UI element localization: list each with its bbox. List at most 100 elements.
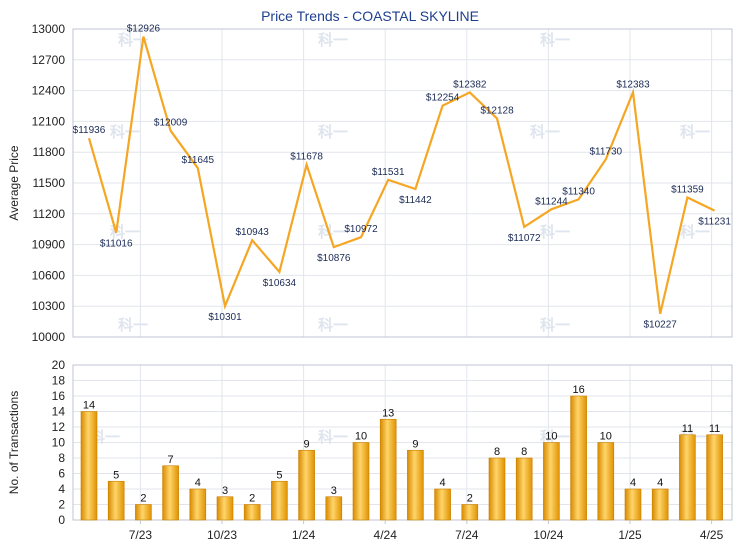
transaction-bar xyxy=(434,488,451,521)
transaction-bar-label: 11 xyxy=(709,423,720,435)
transaction-bar xyxy=(651,488,669,521)
transaction-bar xyxy=(107,480,125,521)
price-data-label: $11244 xyxy=(535,196,568,207)
price-y-tick-label: 11500 xyxy=(33,176,66,190)
transaction-bar-label: 10 xyxy=(545,431,557,443)
transactions-y-tick-label: 16 xyxy=(52,389,66,403)
transactions-plot-frame xyxy=(72,364,733,521)
watermark: 科一 xyxy=(318,316,348,334)
transaction-bar-label: 4 xyxy=(440,477,446,489)
transaction-bar-label: 3 xyxy=(331,485,337,497)
price-data-label: $11645 xyxy=(181,155,214,166)
watermark: 科一 xyxy=(318,223,348,241)
price-data-label: $11359 xyxy=(671,184,704,195)
price-data-label: $10227 xyxy=(644,320,678,331)
x-axis-ticks: 7/23 10/23 1/24 4/24 7/24 10/24 1/25 4/25 xyxy=(129,520,724,542)
transaction-bar-label: 4 xyxy=(195,477,201,489)
price-data-label: $11072 xyxy=(508,233,541,244)
transaction-bar-label: 14 xyxy=(83,400,95,412)
price-y-tick-label: 10900 xyxy=(32,238,66,252)
watermark: 科一 xyxy=(540,428,570,446)
transaction-bar xyxy=(243,504,261,521)
price-y-tick-label: 10600 xyxy=(32,268,66,282)
transaction-bar-label: 16 xyxy=(572,384,584,396)
price-data-label: $12254 xyxy=(426,93,460,104)
x-tick-label: 7/24 xyxy=(455,528,479,542)
transaction-bar xyxy=(515,457,533,521)
watermark: 科一 xyxy=(90,428,120,446)
transaction-bar xyxy=(271,480,288,521)
price-data-label: $10943 xyxy=(236,227,270,238)
price-plot-frame xyxy=(72,28,733,338)
chart-title: Price Trends - COASTAL SKYLINE xyxy=(261,8,479,24)
price-data-label: $11340 xyxy=(562,186,595,197)
transactions-bars xyxy=(80,395,723,521)
transactions-data-labels: 14 5 2 7 4 3 2 5 9 3 10 13 9 4 2 8 8 10 16 10 4 4 11 11 xyxy=(83,384,720,505)
transaction-bar-label: 4 xyxy=(657,477,663,489)
x-tick-label: 10/24 xyxy=(533,528,563,542)
transaction-bar-label: 8 xyxy=(521,446,527,458)
watermark: 科一 xyxy=(680,123,710,141)
x-tick-label: 4/24 xyxy=(374,528,398,542)
price-data-label: $12128 xyxy=(480,106,514,117)
transactions-y-axis-label: No. of Transactions xyxy=(7,391,21,494)
transaction-bar xyxy=(543,442,560,521)
transaction-bar xyxy=(162,465,179,521)
transactions-y-tick-label: 0 xyxy=(58,513,65,527)
transaction-bar-label: 2 xyxy=(140,493,146,505)
transaction-bar-label: 3 xyxy=(222,485,228,497)
price-y-tick-label: 11800 xyxy=(33,145,66,159)
transaction-bar-label: 5 xyxy=(276,469,282,481)
price-y-tick-label: 11200 xyxy=(33,207,66,221)
transactions-y-tick-label: 8 xyxy=(58,451,65,465)
price-data-label: $10876 xyxy=(317,253,351,264)
transactions-y-tick-label: 12 xyxy=(52,420,66,434)
transaction-bar-label: 5 xyxy=(113,469,119,481)
watermark: 科一 xyxy=(540,223,570,241)
price-y-tick-label: 10300 xyxy=(32,299,66,313)
transaction-bar-label: 7 xyxy=(168,454,174,466)
watermark: 科一 xyxy=(118,316,148,334)
x-tick-label: 7/23 xyxy=(129,528,153,542)
price-data-label: $11231 xyxy=(698,217,731,228)
transactions-y-tick-label: 6 xyxy=(58,467,65,481)
price-data-label: $11531 xyxy=(372,167,405,178)
transaction-bar xyxy=(80,411,98,521)
x-tick-label: 1/25 xyxy=(618,528,642,542)
transaction-bar-label: 9 xyxy=(412,438,418,450)
price-data-label: $11730 xyxy=(589,146,622,157)
transaction-bar-label: 13 xyxy=(382,407,394,419)
transaction-bar xyxy=(461,504,479,521)
transaction-bar xyxy=(135,504,152,521)
price-data-label: $12382 xyxy=(453,79,487,90)
price-data-label: $12383 xyxy=(616,79,650,90)
price-data-label: $11016 xyxy=(100,239,133,250)
transactions-y-tick-label: 20 xyxy=(52,358,66,372)
price-data-label: $11678 xyxy=(290,152,323,163)
transaction-bar-label: 11 xyxy=(682,423,693,435)
x-tick-label: 4/25 xyxy=(700,528,724,542)
price-y-tick-label: 13000 xyxy=(32,22,66,36)
price-y-axis-label: Average Price xyxy=(7,145,21,220)
price-data-label: $12009 xyxy=(154,118,188,129)
transaction-bar xyxy=(679,434,696,521)
transaction-bar-label: 9 xyxy=(304,438,310,450)
transaction-bar xyxy=(325,496,343,521)
transaction-bar xyxy=(706,434,723,521)
price-data-labels: $11936 $11016 $12926 $12009 $11645 $10301 $109… xyxy=(73,24,732,331)
watermark: 科一 xyxy=(318,31,348,49)
price-data-label: $10301 xyxy=(208,312,242,323)
x-tick-label: 1/24 xyxy=(292,528,316,542)
watermark: 科一 xyxy=(530,123,560,141)
price-data-label: $11442 xyxy=(399,195,432,206)
price-data-label: $10972 xyxy=(344,224,378,235)
watermark: 科一 xyxy=(680,223,710,241)
watermark: 科一 xyxy=(110,123,140,141)
transaction-bar-label: 4 xyxy=(630,477,636,489)
watermark: 科一 xyxy=(118,31,148,49)
transaction-bar xyxy=(216,496,234,521)
price-grid xyxy=(73,28,732,338)
